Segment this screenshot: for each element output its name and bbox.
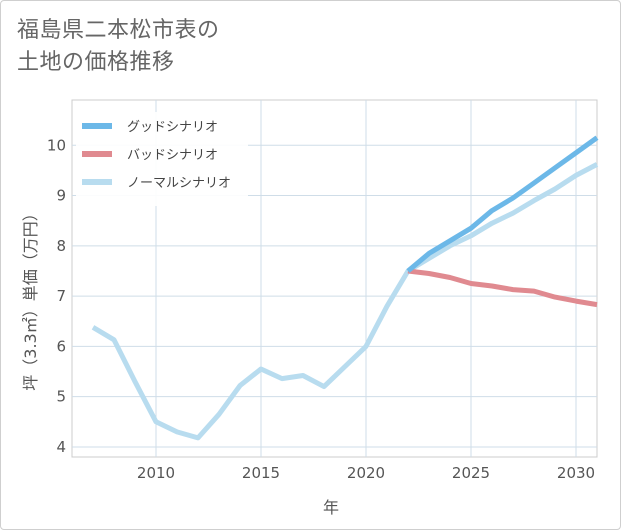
legend-label: バッドシナリオ xyxy=(127,148,218,163)
series-line-normal xyxy=(91,162,599,441)
y-tick-label: 5 xyxy=(56,388,66,406)
x-tick-label: 2020 xyxy=(347,464,385,482)
chart-title: 福島県二本松市表の 土地の価格推移 xyxy=(17,15,220,79)
y-tick-label: 6 xyxy=(56,337,66,355)
x-tick-label: 2015 xyxy=(242,464,280,482)
x-tick-label: 2030 xyxy=(557,464,595,482)
x-tick-label: 2010 xyxy=(137,464,175,482)
legend-label: ノーマルシナリオ xyxy=(127,176,231,191)
y-tick-label: 8 xyxy=(56,237,66,255)
chart-title-line-2: 土地の価格推移 xyxy=(17,50,175,75)
axes: 2010 2015 2020 2025 2030 4 5 6 7 8 9 10 xyxy=(47,136,595,482)
series-line-good xyxy=(406,135,599,273)
x-axis-label: 年 xyxy=(323,498,339,517)
x-tick-label: 2025 xyxy=(452,464,490,482)
y-tick-label: 4 xyxy=(56,438,66,456)
y-tick-label: 10 xyxy=(47,136,66,154)
legend-label: グッドシナリオ xyxy=(127,120,218,135)
y-axis-label: 坪（3.3㎡）単価（万円） xyxy=(21,205,40,390)
plot-frame xyxy=(71,99,598,458)
y-tick-label: 7 xyxy=(56,287,66,305)
chart-title-line-1: 福島県二本松市表の xyxy=(17,18,220,43)
series-lines xyxy=(91,135,599,441)
series-line-bad xyxy=(407,268,598,308)
y-tick-label: 9 xyxy=(56,187,66,205)
